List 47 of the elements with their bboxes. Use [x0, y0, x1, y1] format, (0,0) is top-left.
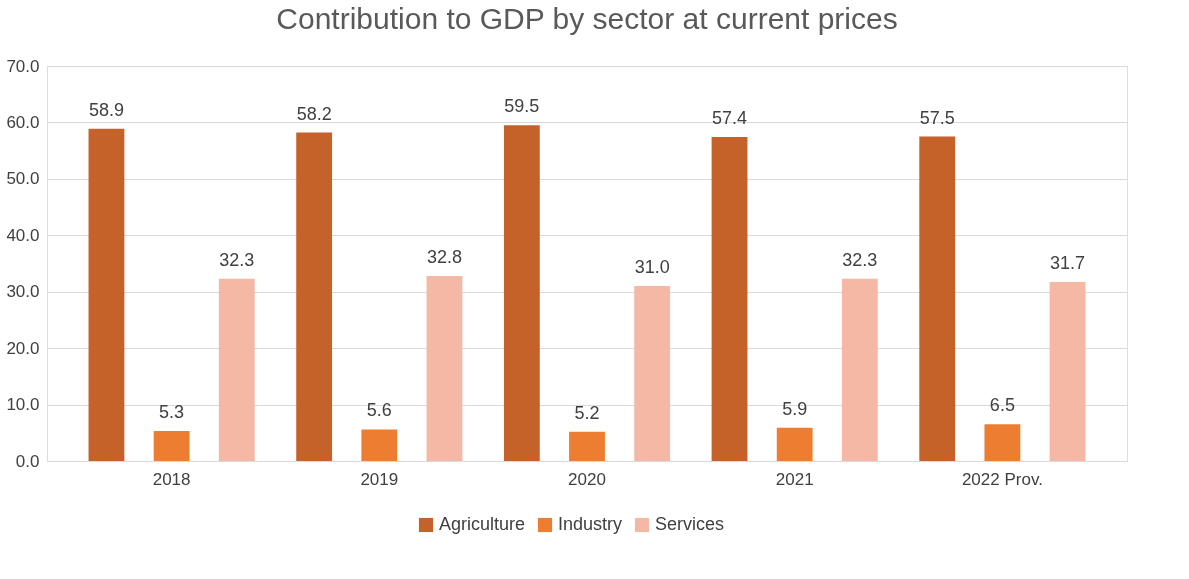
chart-title: Contribution to GDP by sector at current prices	[276, 2, 898, 35]
x-tick-label: 2021	[775, 469, 814, 489]
bar	[361, 429, 398, 461]
bar	[984, 424, 1021, 461]
data-label: 5.9	[782, 398, 808, 419]
bar	[1049, 282, 1086, 461]
data-label: 6.5	[989, 395, 1015, 416]
data-label: 57.5	[919, 107, 955, 128]
legend-label: Industry	[558, 514, 623, 534]
data-label: 58.2	[296, 103, 332, 124]
bar	[88, 128, 125, 461]
bar	[218, 278, 255, 461]
y-tick-label: 30.0	[6, 282, 40, 302]
x-tick-label: 2020	[568, 469, 606, 489]
data-label: 5.3	[159, 402, 185, 423]
y-tick-label: 70.0	[6, 56, 40, 76]
bar	[569, 431, 605, 461]
y-tick-label: 40.0	[6, 225, 40, 245]
bar	[919, 136, 956, 461]
legend-label: Agriculture	[439, 514, 526, 534]
y-tick-label: 10.0	[6, 395, 40, 415]
bar	[503, 125, 540, 461]
x-tick-label: 2022 Prov.	[961, 469, 1043, 489]
data-label: 5.6	[366, 400, 392, 421]
data-label: 31.7	[1050, 253, 1086, 274]
data-label: 59.5	[504, 96, 540, 117]
bar	[296, 132, 333, 461]
bar	[634, 286, 671, 461]
data-label: 57.4	[712, 108, 748, 129]
data-label: 31.0	[634, 257, 670, 278]
y-tick-label: 50.0	[6, 169, 40, 189]
bar	[711, 137, 748, 461]
y-tick-label: 0.0	[15, 451, 40, 471]
data-label: 32.3	[842, 249, 878, 270]
x-tick-label: 2019	[360, 469, 399, 489]
y-tick-label: 60.0	[6, 112, 40, 132]
x-tick-label: 2018	[152, 469, 191, 489]
data-label: 5.2	[574, 402, 600, 423]
data-label: 32.3	[219, 249, 255, 270]
data-label: 32.8	[426, 246, 462, 267]
legend-label: Services	[655, 514, 725, 534]
y-tick-label: 20.0	[6, 338, 40, 358]
bar	[153, 431, 190, 461]
bar	[776, 427, 813, 461]
bar	[426, 275, 463, 461]
data-label: 58.9	[88, 99, 124, 120]
bar	[841, 278, 878, 461]
